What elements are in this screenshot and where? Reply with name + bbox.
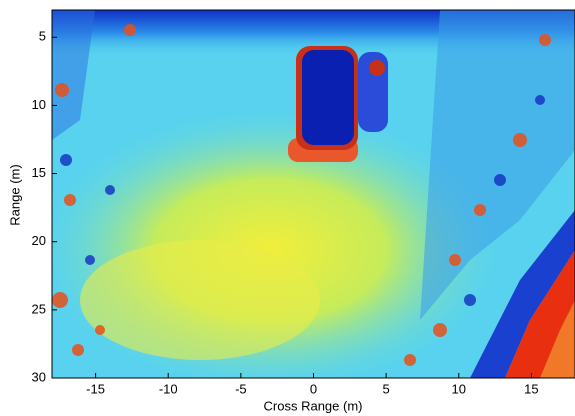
y-tick-label: 10 [32,97,46,112]
y-tick-label: 20 [32,233,46,248]
y-axis-label: Range (m) [7,164,22,225]
x-tick-label: -15 [86,381,105,396]
x-tick-label: 15 [524,381,538,396]
y-tick-label: 5 [39,29,46,44]
chart: Cross Range (m) Range (m) -15 -10 -5 0 5 10 15… [0,0,575,416]
x-tick-label: -5 [235,381,247,396]
x-tick-label: 0 [310,381,317,396]
x-axis-label: Cross Range (m) [264,398,363,413]
radar-image [40,10,575,390]
x-tick-label: -10 [159,381,178,396]
y-tick-label: 25 [32,301,46,316]
x-tick-label: 10 [452,381,466,396]
y-tick-label: 30 [32,369,46,384]
x-tick-label: 5 [383,381,390,396]
y-tick-label: 15 [32,165,46,180]
